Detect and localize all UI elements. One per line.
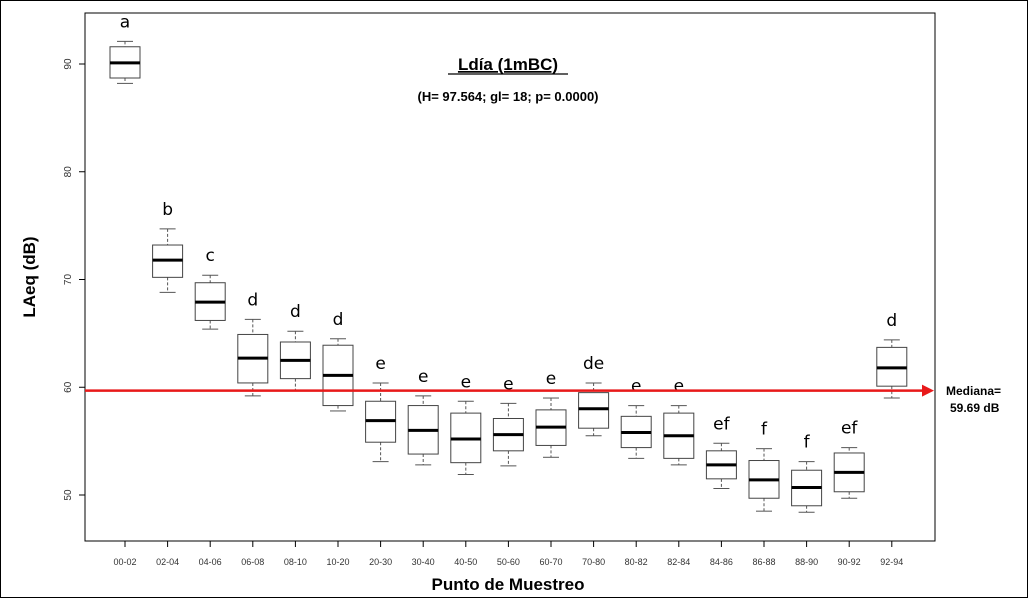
group-letter-50-60: e bbox=[503, 374, 513, 394]
y-tick-label: 70 bbox=[63, 274, 74, 286]
x-tick-label: 92-94 bbox=[880, 557, 903, 567]
group-letter-88-90: f bbox=[804, 433, 811, 453]
reference-arrowhead bbox=[922, 384, 934, 397]
box-10-20 bbox=[322, 338, 354, 412]
group-letter-10-20: d bbox=[333, 310, 344, 330]
box-82-84 bbox=[663, 405, 695, 466]
x-tick-label: 84-86 bbox=[710, 557, 733, 567]
box-50-60 bbox=[492, 402, 524, 467]
y-tick-label: 60 bbox=[63, 381, 74, 393]
x-axis-title: Punto de Muestreo bbox=[431, 575, 584, 594]
box-30-40 bbox=[407, 395, 439, 466]
y-axis-title: LAeq (dB) bbox=[20, 236, 39, 317]
group-letter-80-82: e bbox=[631, 377, 641, 397]
group-letter-92-94: d bbox=[886, 311, 897, 331]
group-letter-86-88: f bbox=[761, 420, 768, 440]
x-tick-label: 80-82 bbox=[625, 557, 648, 567]
x-tick-label: 06-08 bbox=[241, 557, 264, 567]
x-tick-label: 00-02 bbox=[113, 557, 136, 567]
box-60-70 bbox=[535, 397, 567, 458]
group-letter-02-04: b bbox=[162, 200, 173, 220]
box-00-02 bbox=[109, 40, 141, 84]
x-axis: 00-02 02-04 04-06 06-08 08-10 10-20 20-30 30-40… bbox=[113, 540, 903, 567]
x-tick-label: 60-70 bbox=[539, 557, 562, 567]
x-tick-label: 08-10 bbox=[284, 557, 307, 567]
box-20-30 bbox=[365, 382, 397, 463]
x-tick-label: 40-50 bbox=[454, 557, 477, 567]
group-letter-20-30: e bbox=[375, 354, 385, 374]
x-tick-label: 88-90 bbox=[795, 557, 818, 567]
box-80-82 bbox=[620, 405, 652, 459]
group-letter-04-06: c bbox=[206, 246, 215, 266]
box-88-90 bbox=[791, 461, 823, 513]
box-70-80 bbox=[578, 382, 610, 437]
box-86-88 bbox=[748, 448, 780, 512]
x-tick-label: 04-06 bbox=[199, 557, 222, 567]
y-tick-label: 90 bbox=[63, 58, 74, 70]
y-tick-label: 50 bbox=[63, 489, 74, 501]
x-tick-label: 90-92 bbox=[838, 557, 861, 567]
y-tick-label: 80 bbox=[63, 166, 74, 178]
x-tick-label: 70-80 bbox=[582, 557, 605, 567]
box-40-50 bbox=[450, 400, 482, 476]
median-label-line2: 59.69 dB bbox=[950, 401, 1000, 415]
group-letter-40-50: e bbox=[461, 372, 471, 392]
x-tick-label: 20-30 bbox=[369, 557, 392, 567]
box-84-86 bbox=[705, 442, 737, 490]
box-92-94 bbox=[876, 339, 908, 399]
x-tick-label: 30-40 bbox=[412, 557, 435, 567]
box-08-10 bbox=[279, 330, 311, 391]
group-letter-00-02: a bbox=[120, 12, 130, 32]
x-tick-label: 10-20 bbox=[326, 557, 349, 567]
group-letter-90-92: ef bbox=[841, 419, 858, 439]
box-90-92 bbox=[833, 447, 865, 499]
chart-subtitle: (H= 97.564; gl= 18; p= 0.0000) bbox=[417, 89, 598, 104]
x-tick-label: 86-88 bbox=[752, 557, 775, 567]
box-06-08 bbox=[237, 318, 269, 397]
x-tick-label: 82-84 bbox=[667, 557, 690, 567]
group-letter-70-80: de bbox=[583, 354, 604, 374]
group-letter-82-84: e bbox=[674, 377, 684, 397]
x-tick-label: 02-04 bbox=[156, 557, 179, 567]
group-letter-08-10: d bbox=[290, 302, 301, 322]
chart-title: Ldía (1mBC) bbox=[458, 55, 558, 74]
box-04-06 bbox=[194, 274, 226, 330]
box-02-04 bbox=[152, 228, 184, 293]
median-label-line1: Mediana= bbox=[946, 384, 1001, 398]
boxes bbox=[109, 40, 908, 513]
y-axis: 50 60 70 80 90 bbox=[63, 58, 86, 501]
x-tick-label: 50-60 bbox=[497, 557, 520, 567]
group-letter-60-70: e bbox=[546, 369, 556, 389]
group-letter-84-86: ef bbox=[713, 414, 730, 434]
iqr-box bbox=[578, 392, 610, 429]
group-letter-30-40: e bbox=[418, 367, 428, 387]
group-letter-06-08: d bbox=[247, 290, 258, 310]
